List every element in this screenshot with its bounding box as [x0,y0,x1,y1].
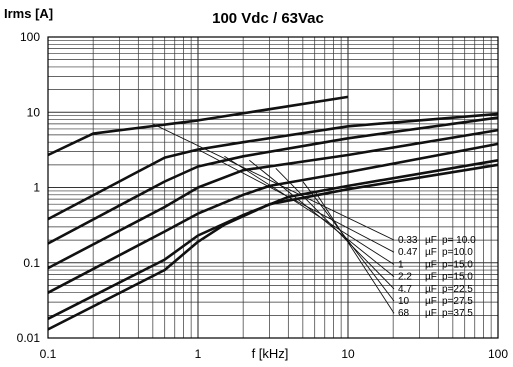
x-axis-label: f [kHz] [252,346,289,361]
legend-p-value: p= 10.0 [442,235,476,246]
legend-leader-line [152,123,395,241]
tick-labels: 0.1 1 10 100 0.01 0.1 1 10 100 [17,30,509,361]
legend-capacitance: 1 [398,259,404,270]
x-tick-label: 10 [341,347,355,361]
y-tick-label: 0.01 [17,331,41,345]
y-tick-label: 0.1 [23,256,40,270]
plot-frame [47,36,499,339]
legend-leaders [152,123,395,314]
legend-capacitance: 2.2 [398,272,412,283]
y-tick-label: 1 [33,181,40,195]
legend: 0.33 µF p= 10.0 0.47 µF p=10.0 1 µF p=15.0 2.2 µF p… [398,235,476,319]
legend-p-value: p=27.5 [442,296,473,307]
legend-capacitance: 0.33 [398,235,418,246]
legend-unit: µF [425,259,437,270]
legend-capacitance: 10 [398,296,410,307]
legend-leader-line [224,155,395,265]
legend-capacitance: 4.7 [398,284,412,295]
x-tick-label: 0.1 [40,347,57,361]
legend-unit: µF [425,247,437,258]
legend-leader-line [314,190,395,314]
legend-leader-line [275,167,395,290]
y-tick-label: 10 [27,105,41,119]
legend-leader-line [249,159,395,277]
x-tick-label: 100 [488,347,508,361]
legend-capacitance: 0.47 [398,247,418,258]
x-tick-label: 1 [195,347,202,361]
legend-p-value: p=15.0 [442,272,473,283]
series-line-1uf [47,142,499,294]
y-tick-label: 100 [20,30,40,44]
legend-p-value: p=37.5 [442,308,473,319]
legend-p-value: p=15.0 [442,259,473,270]
series-line-0_47uf [47,159,499,320]
legend-unit: µF [425,296,437,307]
legend-unit: µF [425,308,437,319]
series-line-2_2uf [47,128,499,270]
legend-leader-line [197,149,395,253]
legend-unit: µF [425,272,437,283]
y-axis-label: Irms [A] [4,6,53,21]
chart-title: 100 Vdc / 63Vac [212,10,324,27]
legend-p-value: p=22.5 [442,284,473,295]
legend-unit: µF [425,284,437,295]
legend-unit: µF [425,235,437,246]
series-line-68uf [47,95,349,157]
legend-p-value: p=10.0 [442,247,473,258]
series-line-10uf [47,112,499,221]
legend-leader-line [302,181,395,302]
legend-capacitance: 68 [398,308,410,319]
